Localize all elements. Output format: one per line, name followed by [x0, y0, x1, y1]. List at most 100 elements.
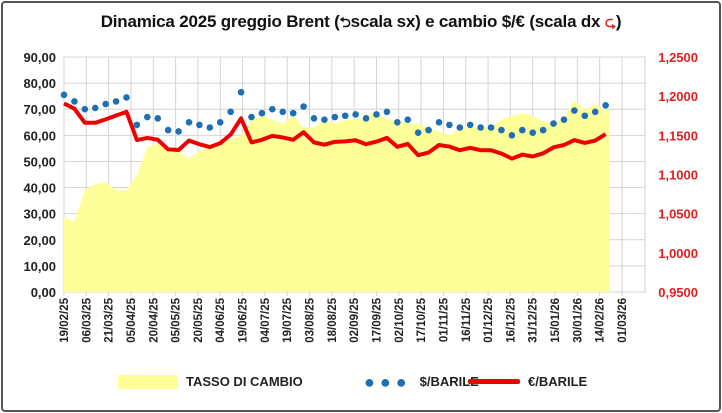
point-dollari-barile	[519, 126, 526, 134]
chart-title: Dinamica 2025 greggio Brent (⮌scala sx) …	[0, 12, 722, 36]
point-dollari-barile	[404, 116, 412, 123]
point-dollari-barile	[227, 108, 234, 116]
title-part-1: Dinamica 2025 greggio Brent (	[100, 12, 340, 31]
point-dollari-barile	[602, 102, 609, 109]
legend-label: $/BARILE	[419, 374, 479, 389]
point-dollari-barile	[550, 120, 557, 127]
point-dollari-barile	[71, 98, 78, 105]
x-tick-label: 01/11/25	[438, 297, 450, 342]
point-dollari-barile	[425, 126, 432, 134]
point-dollari-barile	[571, 107, 578, 114]
point-dollari-barile	[466, 121, 474, 129]
y-right-tick-label: 1,0000	[658, 246, 698, 261]
title-part-2: scala sx) e cambio $/€ (scala dx	[350, 12, 605, 31]
x-tick-label: 20/05/25	[193, 297, 205, 342]
x-tick-label: 17/09/25	[371, 297, 383, 342]
y-left-tick-label: 30,00	[23, 207, 56, 222]
point-dollari-barile	[175, 128, 182, 135]
x-tick-label: 14/02/26	[595, 298, 607, 343]
title-part-3: )	[615, 12, 622, 31]
point-dollari-barile	[394, 118, 401, 126]
x-tick-label: 16/12/25	[505, 297, 517, 342]
point-dollari-barile	[591, 108, 599, 116]
line-euro-barile	[63, 101, 607, 161]
point-dollari-barile	[237, 88, 245, 96]
legend-item-euro: €/BARILE	[468, 374, 587, 389]
x-tick-label: 21/03/25	[104, 297, 116, 342]
x-tick-label: 04/06/25	[215, 297, 227, 342]
legend-swatch-dots: ●●●	[364, 371, 412, 392]
point-dollari-barile	[123, 94, 130, 101]
point-dollari-barile	[383, 108, 391, 116]
x-tick-label: 16/11/25	[461, 297, 473, 342]
point-dollari-barile	[144, 113, 151, 121]
point-dollari-barile	[446, 121, 453, 129]
point-dollari-barile	[154, 115, 162, 122]
y-left-tick-label: 20,00	[23, 233, 56, 248]
point-dollari-barile	[164, 126, 172, 134]
left-arrow-icon: ⮌	[339, 14, 351, 30]
legend-label: €/BARILE	[528, 374, 588, 389]
point-dollari-barile	[477, 124, 484, 131]
y-right-tick-label: 1,1000	[658, 168, 698, 183]
point-dollari-barile	[60, 91, 68, 99]
point-dollari-barile	[102, 100, 109, 108]
x-tick-label: 17/10/25	[416, 297, 428, 342]
legend-item-tasso: TASSO DI CAMBIO	[118, 374, 303, 389]
point-dollari-barile	[508, 132, 516, 139]
point-dollari-barile	[321, 116, 328, 123]
x-tick-label: 01/03/26	[617, 298, 629, 343]
x-tick-label: 20/04/25	[148, 297, 160, 342]
point-dollari-barile	[185, 118, 193, 126]
x-tick-label: 02/09/25	[349, 297, 361, 342]
x-tick-label: 01/12/25	[483, 297, 495, 342]
y-left-tick-label: 70,00	[23, 102, 56, 117]
point-dollari-barile	[112, 98, 120, 105]
y-right-tick-label: 1,1500	[658, 128, 698, 143]
point-dollari-barile	[581, 112, 589, 120]
legend: TASSO DI CAMBIO ●●● $/BARILE €/BARILE	[0, 371, 722, 394]
point-dollari-barile	[258, 109, 266, 117]
y-right-tick-label: 1,2500	[658, 50, 698, 65]
x-tick-label: 02/10/25	[394, 297, 406, 342]
point-dollari-barile	[498, 126, 505, 134]
point-dollari-barile	[196, 121, 203, 129]
x-tick-label: 05/05/25	[171, 297, 183, 342]
point-dollari-barile	[248, 113, 255, 121]
x-tick-label: 18/08/25	[327, 297, 339, 342]
y-left-tick-label: 40,00	[23, 181, 56, 196]
y-left-tick-label: 10,00	[23, 259, 56, 274]
x-tick-label: 19/07/25	[282, 297, 294, 342]
x-tick-label: 19/02/25	[59, 297, 71, 342]
x-tick-label: 06/03/25	[81, 297, 93, 342]
point-dollari-barile	[279, 108, 287, 116]
legend-label: TASSO DI CAMBIO	[186, 374, 303, 389]
point-dollari-barile	[331, 113, 339, 121]
legend-swatch-area	[118, 374, 178, 389]
x-tick-label: 30/01/26	[572, 298, 584, 343]
x-tick-label: 03/08/25	[305, 297, 317, 342]
point-dollari-barile	[133, 121, 141, 129]
point-dollari-barile	[81, 105, 89, 113]
point-dollari-barile	[414, 129, 422, 137]
point-dollari-barile	[373, 111, 380, 118]
point-dollari-barile	[216, 118, 224, 126]
point-dollari-barile	[529, 129, 537, 137]
point-dollari-barile	[91, 104, 99, 112]
point-dollari-barile	[206, 124, 214, 131]
x-tick-label: 19/06/25	[238, 297, 250, 342]
legend-swatch-line	[468, 379, 520, 384]
point-dollari-barile	[352, 111, 359, 118]
point-dollari-barile	[269, 105, 276, 113]
point-dollari-barile	[362, 115, 370, 122]
y-left-tick-label: 90,00	[23, 50, 56, 65]
point-dollari-barile	[487, 124, 495, 131]
y-left-tick-label: 80,00	[23, 76, 56, 91]
point-dollari-barile	[310, 115, 318, 122]
y-left-tick-label: 60,00	[23, 128, 56, 143]
y-right-tick-label: 1,0500	[658, 207, 698, 222]
point-dollari-barile	[560, 116, 568, 123]
x-tick-label: 04/07/25	[260, 297, 272, 342]
point-dollari-barile	[435, 118, 443, 126]
